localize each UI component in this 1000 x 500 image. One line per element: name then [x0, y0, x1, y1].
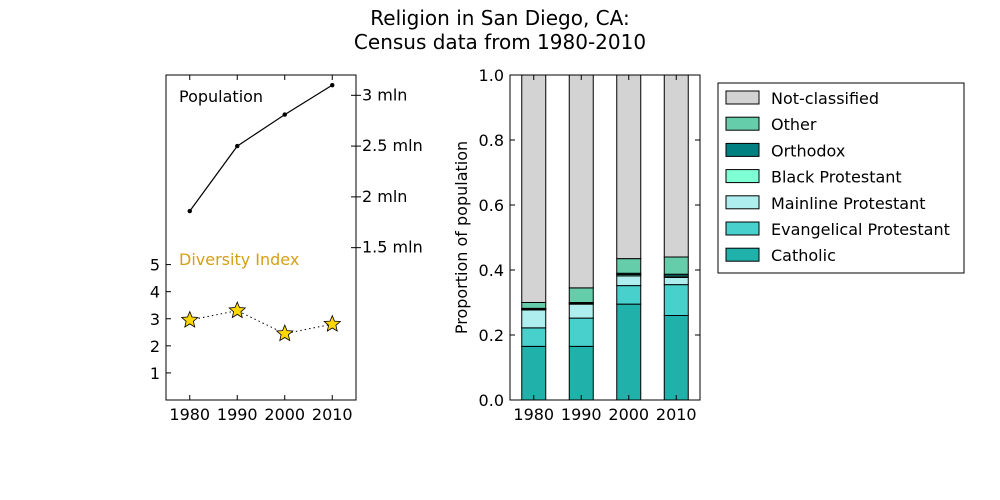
bar-segment	[663, 276, 689, 286]
population-point	[282, 112, 287, 117]
bar-segment	[616, 285, 642, 305]
bar-segment	[616, 74, 642, 260]
bar-segment	[521, 309, 547, 329]
bar-x-tick-label: 1980	[513, 405, 554, 424]
bar-y-tick-label: 0.8	[479, 131, 504, 150]
bar-y-axis-label: Proportion of population	[452, 141, 471, 334]
population-tick-label: 2.5 mln	[362, 136, 423, 155]
legend-swatch	[725, 221, 760, 236]
population-point	[187, 208, 192, 214]
bar-x-tick-label: 2000	[608, 405, 649, 424]
legend-swatch	[725, 90, 760, 105]
legend-swatch	[725, 142, 760, 157]
bar-y-tick-label: 0.2	[479, 326, 504, 345]
bar-segment	[663, 315, 689, 401]
bar-segment	[663, 256, 689, 275]
bar-x-tick-label: 1990	[561, 405, 602, 424]
diversity-tick-label: 5	[150, 256, 160, 275]
population-tick-label: 3 mln	[362, 85, 407, 104]
bar-segment	[616, 303, 642, 401]
chart-title: Religion in San Diego, CA: Census data f…	[0, 6, 1000, 54]
bar-segment	[521, 302, 547, 309]
legend-swatch	[725, 116, 760, 131]
diversity-tick-label: 2	[150, 337, 160, 356]
bar-segment	[616, 258, 642, 274]
legend-swatch	[725, 169, 760, 184]
bar-segment	[568, 303, 594, 319]
diversity-line	[189, 310, 333, 335]
bar-segment	[616, 275, 642, 287]
population-line	[189, 84, 333, 212]
legend-label: Other	[771, 115, 817, 134]
legend-swatch	[725, 247, 760, 262]
bar-plot-frame	[509, 74, 701, 401]
legend-swatch	[725, 195, 760, 210]
legend-label: Evangelical Protestant	[771, 220, 950, 239]
legend-label: Not-classified	[771, 89, 879, 108]
diversity-star	[275, 324, 294, 342]
x-tick-label: 1980	[169, 405, 210, 424]
left-plot-frame	[165, 74, 357, 401]
population-tick-label: 2 mln	[362, 187, 407, 206]
legend-label: Catholic	[771, 246, 836, 265]
bar-segment	[663, 74, 689, 258]
bar-segment	[568, 317, 594, 347]
legend-label: Mainline Protestant	[771, 194, 925, 213]
bar-y-tick-label: 0.4	[479, 261, 504, 280]
population-point	[235, 143, 240, 149]
diversity-star	[180, 310, 199, 328]
x-tick-label: 2010	[312, 405, 353, 424]
bar-y-tick-label: 1.0	[479, 66, 504, 85]
bar-segment	[663, 284, 689, 316]
diversity-label: Diversity Index	[179, 250, 299, 269]
population-label: Population	[179, 87, 263, 106]
diversity-star	[323, 314, 342, 332]
title-line-2: Census data from 1980-2010	[353, 30, 647, 54]
diversity-star	[228, 301, 247, 319]
bar-segment	[521, 327, 547, 347]
legend-label: Black Protestant	[771, 168, 902, 187]
population-tick-label: 1.5 mln	[362, 238, 423, 257]
diversity-tick-label: 3	[150, 310, 160, 329]
bar-segment	[568, 287, 594, 303]
bar-x-tick-label: 2010	[656, 405, 697, 424]
bar-segment	[568, 345, 594, 401]
population-point	[330, 82, 335, 88]
bar-y-tick-label: 0.6	[479, 196, 504, 215]
bar-segment	[521, 74, 547, 303]
x-tick-label: 2000	[264, 405, 305, 424]
bar-segment	[568, 74, 594, 289]
bar-segment	[521, 345, 547, 401]
x-tick-label: 1990	[217, 405, 258, 424]
diversity-tick-label: 1	[150, 364, 160, 383]
title-line-1: Religion in San Diego, CA:	[370, 6, 630, 30]
legend-label: Orthodox	[771, 141, 845, 160]
bar-y-tick-label: 0.0	[479, 391, 504, 410]
diversity-tick-label: 4	[150, 283, 160, 302]
